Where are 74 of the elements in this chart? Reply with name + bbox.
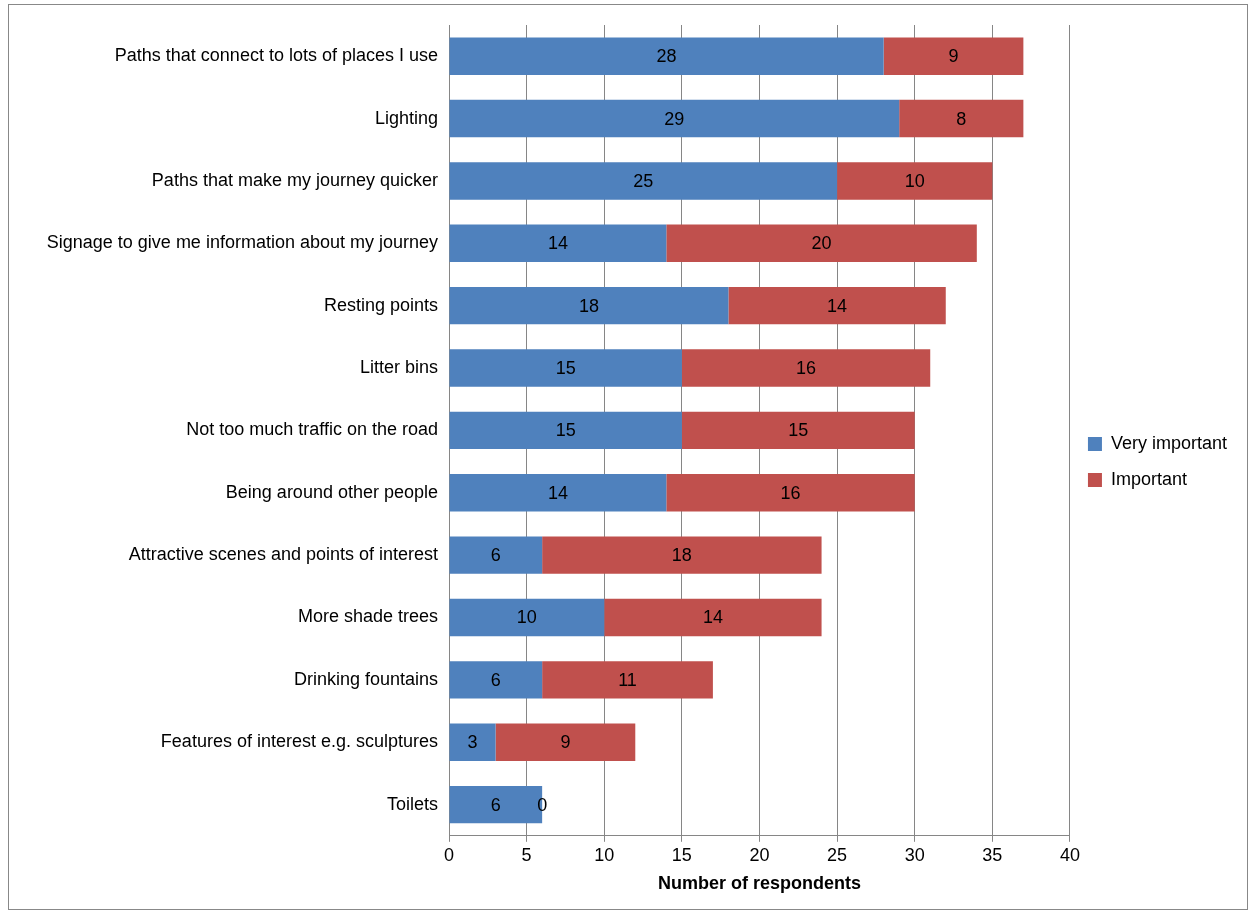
- y-tick-label: Paths that make my journey quicker: [151, 169, 438, 190]
- bar: [666, 474, 915, 512]
- bar: [449, 723, 496, 761]
- bar: [449, 474, 667, 512]
- bar: [883, 37, 1024, 75]
- data-label: 14: [702, 607, 723, 628]
- y-tick-label: Paths that connect to lots of places I use: [114, 45, 438, 66]
- bar: [449, 162, 838, 200]
- data-label: 14: [547, 233, 568, 254]
- data-label: 15: [788, 420, 809, 441]
- y-tick-label: Attractive scenes and points of interest: [128, 544, 438, 565]
- bar: [449, 349, 682, 387]
- data-label: 15: [555, 358, 576, 378]
- y-tick-label: More shade trees: [297, 606, 438, 627]
- x-tick-label: 30: [904, 844, 925, 865]
- data-label: 16: [796, 358, 817, 378]
- y-tick-label: Being around other people: [225, 481, 438, 502]
- x-tick-label: 35: [982, 844, 1003, 865]
- y-tick-label: Litter bins: [359, 357, 438, 377]
- bar: [449, 598, 605, 637]
- data-label: 11: [618, 669, 637, 690]
- x-tick-label: 0: [443, 844, 455, 865]
- legend-label: Very important: [1110, 432, 1228, 453]
- data-label: 15: [555, 420, 576, 441]
- data-label: 20: [811, 233, 832, 254]
- data-label: 28: [656, 46, 677, 67]
- bar: [449, 536, 543, 574]
- bar: [542, 661, 713, 699]
- bar: [449, 411, 682, 450]
- x-axis-title: Number of respondents: [657, 873, 861, 894]
- legend-label: Important: [1110, 468, 1187, 489]
- bar: [666, 224, 977, 262]
- y-tick-label: Drinking fountains: [293, 668, 438, 689]
- data-label: 25: [633, 170, 654, 191]
- y-tick-label: Signage to give me information about my journey: [46, 232, 438, 253]
- bar: [837, 162, 993, 200]
- bar: [604, 598, 822, 637]
- bar: [449, 286, 729, 325]
- data-label: 14: [547, 482, 568, 503]
- bar: [495, 723, 636, 761]
- y-tick-label: Not too much traffic on the road: [186, 419, 438, 440]
- data-label: 8: [956, 108, 967, 129]
- y-tick-label: Resting points: [323, 294, 438, 315]
- x-tick-label: 5: [521, 844, 532, 865]
- bar: [681, 349, 931, 387]
- data-label: 10: [904, 170, 925, 191]
- data-label: 29: [664, 108, 685, 129]
- data-label: 10: [516, 607, 537, 628]
- bar: [449, 661, 543, 699]
- y-tick-label: Features of interest e.g. sculptures: [160, 731, 438, 752]
- bar: [681, 411, 915, 450]
- data-label: 18: [578, 295, 599, 316]
- x-tick-label: 25: [827, 844, 848, 865]
- bar: [449, 99, 900, 138]
- data-label: 9: [948, 46, 959, 67]
- bar: [542, 536, 822, 574]
- bar: [449, 37, 884, 75]
- data-label: 18: [671, 545, 692, 566]
- data-label: 16: [780, 482, 801, 503]
- y-tick-label: Lighting: [374, 107, 438, 128]
- data-label: 3: [467, 732, 478, 753]
- data-label: 6: [490, 669, 501, 690]
- x-tick-label: 10: [594, 844, 615, 865]
- bar: [449, 224, 667, 262]
- x-tick-label: 40: [1059, 844, 1080, 865]
- y-tick-label: Toilets: [386, 793, 438, 814]
- data-label: 6: [490, 545, 501, 566]
- x-tick-label: 15: [671, 844, 692, 865]
- bar: [728, 286, 946, 325]
- data-label: 9: [560, 732, 571, 753]
- bar: [899, 99, 1024, 138]
- data-label: 6: [490, 794, 501, 815]
- x-tick-label: 20: [749, 844, 770, 865]
- data-label: 14: [827, 295, 848, 316]
